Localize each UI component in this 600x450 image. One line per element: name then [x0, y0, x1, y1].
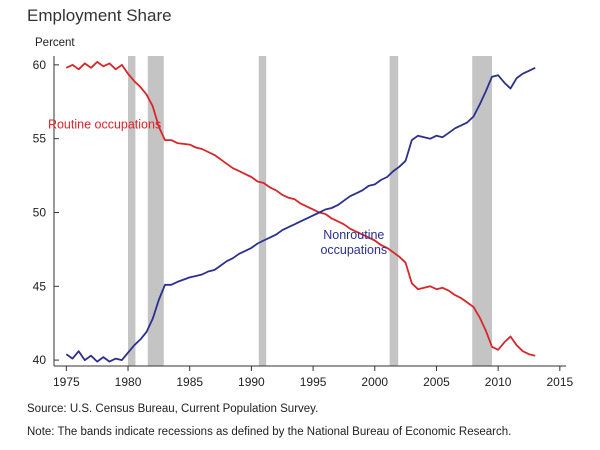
series-line-nonroutine-occupations	[65, 66, 536, 363]
x-tick-label: 1975	[53, 375, 80, 389]
series-label-nonroutine-occupations: occupations	[320, 243, 387, 257]
x-tick-label: 2015	[546, 375, 573, 389]
source-note: Source: U.S. Census Bureau, Current Popu…	[27, 403, 319, 415]
series-label-nonroutine-occupations: Nonroutine	[323, 228, 384, 242]
recession-band	[128, 56, 136, 366]
line-chart: 40 45 50 55 60 1975 1980 1985 1990 1995 2000 2005 20…	[33, 56, 574, 389]
x-tick-label: 1990	[238, 375, 265, 389]
series-line-routine-occupations	[65, 61, 536, 357]
x-tick-label: 2000	[361, 375, 388, 389]
y-tick-label: 40	[33, 353, 47, 367]
x-tick-label: 1995	[300, 375, 327, 389]
y-axis-label: Percent	[35, 37, 75, 49]
recession-band	[472, 56, 492, 366]
recession-band	[389, 56, 399, 366]
y-tick-label: 60	[33, 58, 47, 72]
x-tick-label: 2005	[423, 375, 450, 389]
x-tick-label: 2010	[485, 375, 512, 389]
x-tick-label: 1985	[176, 375, 203, 389]
recession-band	[258, 56, 267, 366]
y-tick-label: 55	[33, 132, 47, 146]
x-tick-label: 1980	[115, 375, 142, 389]
recession-band	[147, 56, 164, 366]
recession-note: Note: The bands indicate recessions as d…	[27, 426, 512, 438]
series-label-routine-occupations: Routine occupations	[48, 117, 161, 131]
y-tick-label: 50	[33, 205, 47, 219]
chart-title: Employment Share	[27, 6, 172, 25]
y-tick-label: 45	[33, 279, 47, 293]
